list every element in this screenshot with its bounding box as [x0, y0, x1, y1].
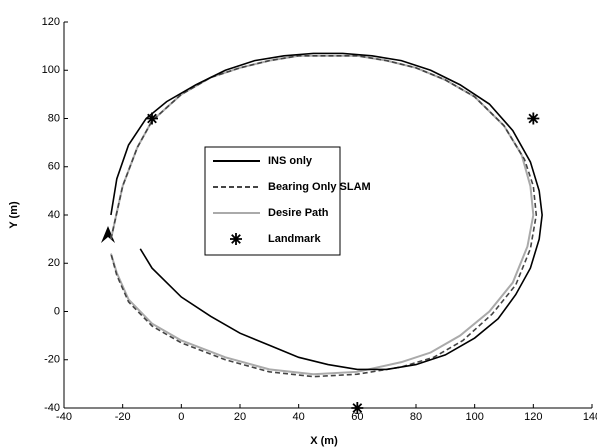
- x-tick-label: 140: [583, 411, 597, 423]
- x-tick-label: 0: [178, 411, 184, 423]
- legend-box: [204, 146, 341, 256]
- y-tick-label: 40: [48, 209, 60, 221]
- y-tick-label: 20: [48, 257, 60, 269]
- x-tick-label: 80: [410, 411, 422, 423]
- x-tick-label: -40: [56, 411, 72, 423]
- landmark-marker: [146, 112, 158, 125]
- y-tick-label: 120: [42, 16, 60, 28]
- legend-label: Desire Path: [268, 207, 329, 219]
- y-tick-label: 0: [54, 305, 60, 317]
- y-tick-label: 100: [42, 64, 60, 76]
- x-tick-label: 60: [351, 411, 363, 423]
- x-tick-label: 100: [465, 411, 483, 423]
- line-series: [110, 52, 543, 371]
- legend-label: Landmark: [268, 233, 321, 245]
- y-axis-label: Y (m): [8, 201, 20, 229]
- y-tick-label: -20: [44, 354, 60, 366]
- landmark-marker: [351, 402, 364, 414]
- y-tick-label: -40: [44, 402, 60, 414]
- x-tick-label: -20: [115, 411, 131, 423]
- x-axis-label: X (m): [310, 435, 338, 447]
- landmark-marker: [527, 112, 540, 125]
- y-tick-label: 60: [48, 161, 60, 173]
- legend-label: INS only: [268, 155, 313, 167]
- line-series: [110, 54, 538, 378]
- legend-swatch: [230, 233, 242, 245]
- line-series: [109, 54, 535, 376]
- x-tick-label: 120: [524, 411, 542, 423]
- x-tick-label: 40: [293, 411, 305, 423]
- legend-label: Bearing Only SLAM: [268, 181, 371, 193]
- x-tick-label: 20: [234, 411, 246, 423]
- y-tick-label: 80: [48, 112, 60, 124]
